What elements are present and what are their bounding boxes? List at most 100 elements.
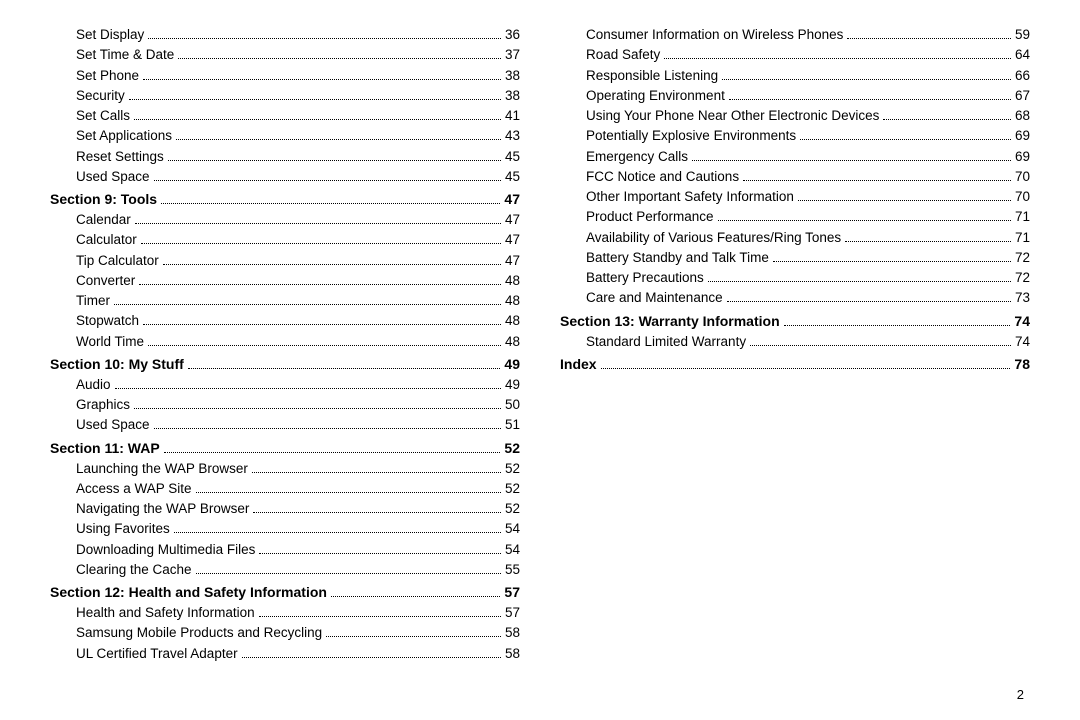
toc-leader-dots [743,180,1011,181]
toc-label: Security [50,86,125,106]
toc-entry: Battery Precautions72 [560,268,1030,288]
toc-section: Section 13: Warranty Information74 [560,311,1030,332]
toc-leader-dots [253,512,501,513]
toc-entry: Set Display36 [50,25,520,45]
toc-page: 72 [1015,248,1030,268]
toc-entry: Availability of Various Features/Ring To… [560,228,1030,248]
toc-page: 48 [505,291,520,311]
toc-leader-dots [664,58,1011,59]
toc-entry: Set Calls41 [50,106,520,126]
toc-label: Emergency Calls [560,147,688,167]
toc-label: Set Time & Date [50,45,174,65]
toc-label: UL Certified Travel Adapter [50,644,238,664]
toc-leader-dots [163,264,501,265]
toc-page: 67 [1015,86,1030,106]
toc-label: Product Performance [560,207,714,227]
toc-leader-dots [800,139,1011,140]
toc-entry: Using Favorites54 [50,519,520,539]
toc-entry: Consumer Information on Wireless Phones5… [560,25,1030,45]
toc-entry: Other Important Safety Information70 [560,187,1030,207]
toc-label: Responsible Listening [560,66,718,86]
toc-entry: Set Time & Date 37 [50,45,520,65]
toc-entry: Health and Safety Information57 [50,603,520,623]
toc-label: Operating Environment [560,86,725,106]
toc-entry: Reset Settings45 [50,147,520,167]
toc-label: Navigating the WAP Browser [50,499,249,519]
toc-section: Index78 [560,354,1030,375]
toc-page: 49 [504,354,520,375]
toc-label: World Time [50,332,144,352]
toc-label: Section 11: WAP [50,438,160,459]
toc-entry: Used Space51 [50,415,520,435]
toc-page: 54 [505,540,520,560]
toc-page: 37 [505,45,520,65]
toc-page: 69 [1015,147,1030,167]
toc-label: Health and Safety Information [50,603,255,623]
toc-label: Timer [50,291,110,311]
toc-page: 70 [1015,187,1030,207]
toc-page: 48 [505,332,520,352]
toc-label: FCC Notice and Cautions [560,167,739,187]
toc-entry: FCC Notice and Cautions70 [560,167,1030,187]
toc-label: Audio [50,375,111,395]
toc-leader-dots [259,553,501,554]
toc-label: Battery Standby and Talk Time [560,248,769,268]
toc-leader-dots [259,616,501,617]
toc-page: 57 [504,582,520,603]
toc-page: 74 [1014,311,1030,332]
toc-leader-dots [176,139,501,140]
toc-entry: Emergency Calls 69 [560,147,1030,167]
toc-leader-dots [188,368,501,369]
toc-page: 49 [505,375,520,395]
toc-page: 52 [505,479,520,499]
toc-entry: Operating Environment 67 [560,86,1030,106]
toc-entry: Set Applications43 [50,126,520,146]
toc-label: Tip Calculator [50,251,159,271]
toc-entry: Using Your Phone Near Other Electronic D… [560,106,1030,126]
toc-page: 71 [1015,207,1030,227]
toc-leader-dots [242,657,501,658]
toc-page: 38 [505,86,520,106]
toc-page: 52 [504,438,520,459]
toc-leader-dots [331,596,500,597]
toc-leader-dots [196,573,501,574]
toc-leader-dots [845,241,1011,242]
toc-label: Clearing the Cache [50,560,192,580]
toc-page: 58 [505,623,520,643]
toc-page: 48 [505,271,520,291]
toc-label: Battery Precautions [560,268,704,288]
toc-label: Stopwatch [50,311,139,331]
toc-entry: Timer 48 [50,291,520,311]
toc-label: Road Safety [560,45,660,65]
toc-label: Using Favorites [50,519,170,539]
toc-label: Care and Maintenance [560,288,723,308]
toc-leader-dots [134,408,501,409]
toc-leader-dots [784,325,1011,326]
toc-leader-dots [729,99,1011,100]
toc-leader-dots [252,472,501,473]
toc-entry: Tip Calculator 47 [50,251,520,271]
toc-leader-dots [143,79,501,80]
toc-label: Graphics [50,395,130,415]
toc-leader-dots [601,368,1011,369]
toc-leader-dots [115,388,501,389]
toc-label: Reset Settings [50,147,164,167]
toc-label: Calculator [50,230,137,250]
toc-label: Availability of Various Features/Ring To… [560,228,841,248]
toc-page: 36 [505,25,520,45]
toc-leader-dots [773,261,1011,262]
toc-leader-dots [178,58,501,59]
toc-page: 52 [505,499,520,519]
toc-entry: Calendar47 [50,210,520,230]
toc-leader-dots [708,281,1011,282]
toc-entry: Navigating the WAP Browser 52 [50,499,520,519]
toc-label: Consumer Information on Wireless Phones [560,25,843,45]
toc-leader-dots [164,452,501,453]
toc-label: Potentially Explosive Environments [560,126,796,146]
toc-leader-dots [883,119,1011,120]
toc-entry: Product Performance 71 [560,207,1030,227]
toc-label: Section 9: Tools [50,189,157,210]
toc-page: 47 [505,251,520,271]
toc-leader-dots [148,38,501,39]
toc-label: Access a WAP Site [50,479,192,499]
